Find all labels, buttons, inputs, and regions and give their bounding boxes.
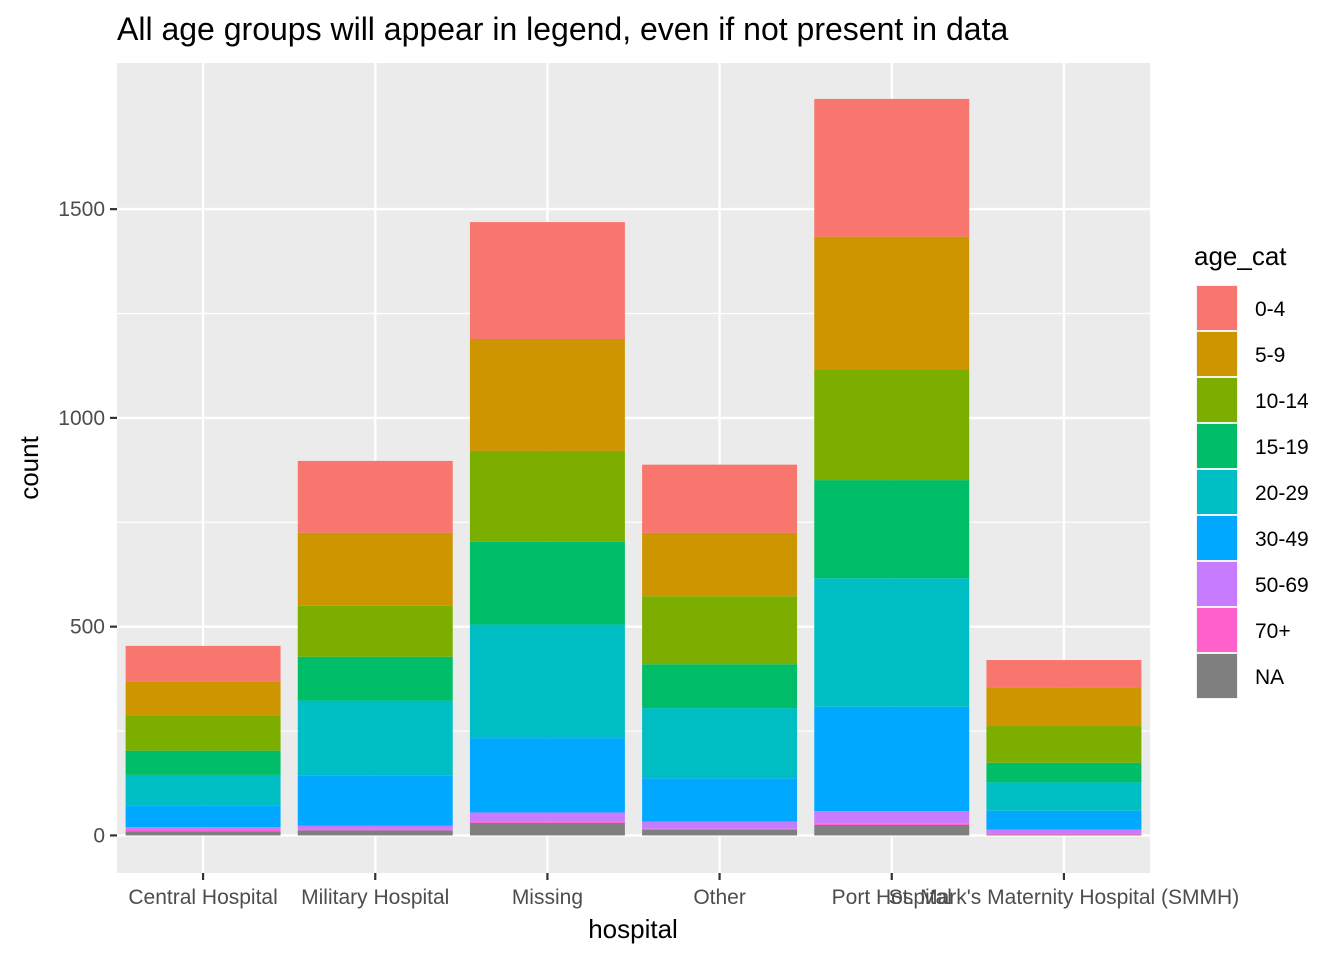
legend-label: 20-29 (1255, 482, 1309, 505)
bar-segment (814, 578, 970, 707)
bars (125, 98, 1142, 836)
bar-segment (469, 738, 625, 813)
legend-label: 0-4 (1255, 298, 1286, 321)
bar-segment (814, 480, 970, 579)
bar-segment (642, 829, 798, 836)
bar-segment (986, 762, 1142, 783)
bar-segment (986, 660, 1142, 688)
bar-segment (469, 222, 625, 339)
bar-segment (986, 833, 1142, 835)
y-tick-label: 1000 (58, 407, 105, 430)
x-tick-label: Central Hospital (128, 886, 277, 909)
bar-segment (642, 821, 798, 829)
grid-minor (117, 312, 1150, 732)
bar-segment (125, 831, 281, 836)
bar-segment (814, 706, 970, 812)
bar-segment (986, 834, 1142, 836)
legend-key (1197, 562, 1237, 606)
bar-segment (986, 726, 1142, 763)
bar-segment (297, 460, 453, 533)
bar-segment (469, 338, 625, 451)
legend-label: 15-19 (1255, 436, 1309, 459)
legend: age_cat 0-4 5-9 10-14 15-19 20-29 30-49 50-69 7… (1194, 241, 1309, 699)
legend-key (1197, 378, 1237, 422)
bar-segment (297, 825, 453, 830)
bar-segment (986, 687, 1142, 727)
legend-label: 10-14 (1255, 390, 1309, 413)
y-tick-label: 1500 (58, 198, 105, 221)
x-tick-label: St. Mark's Maternity Hospital (SMMH) (889, 886, 1240, 909)
y-axis: 0 500 1000 1500 (58, 198, 117, 847)
bar-segment (469, 821, 625, 823)
bar-segment (125, 827, 281, 830)
bar-segment (125, 750, 281, 775)
bar-segment (986, 829, 1142, 834)
bar-segment (814, 98, 970, 237)
bar-segment (814, 236, 970, 370)
bar-segment (642, 778, 798, 822)
legend-key (1197, 608, 1237, 652)
y-axis-title: count (14, 435, 44, 499)
bar-segment (125, 681, 281, 716)
legend-key (1197, 470, 1237, 514)
legend-label: NA (1255, 666, 1284, 689)
legend-title: age_cat (1194, 241, 1287, 271)
x-tick-label: Port Hospital (832, 886, 952, 909)
legend-key (1197, 654, 1237, 698)
bar-segment (469, 450, 625, 542)
legend-label: 5-9 (1255, 344, 1285, 367)
bar-segment (642, 464, 798, 533)
bar-segment (125, 805, 281, 828)
chart-title: All age groups will appear in legend, ev… (117, 11, 1008, 47)
bar-segment (986, 810, 1142, 830)
bar-segment (125, 715, 281, 751)
bar-segment (297, 605, 453, 657)
legend-key (1197, 332, 1237, 376)
bar-segment (469, 812, 625, 822)
y-tick-label: 500 (70, 616, 105, 639)
legend-label: 50-69 (1255, 574, 1309, 597)
x-axis: Central Hospital Military Hospital Missing… (128, 873, 1239, 909)
bar-segment (297, 656, 453, 701)
plot-panel (117, 63, 1150, 873)
bar-segment (986, 782, 1142, 811)
bar-segment (125, 645, 281, 682)
bar-segment (814, 369, 970, 481)
bar-segment (469, 822, 625, 836)
bar-segment (642, 664, 798, 709)
bar-segment (297, 829, 453, 831)
legend-key (1197, 424, 1237, 468)
bar-segment (297, 700, 453, 776)
legend-label: 70+ (1255, 620, 1291, 643)
bar-segment (642, 708, 798, 779)
legend-key (1197, 286, 1237, 330)
bar-segment (642, 532, 798, 597)
x-tick-label: Military Hospital (301, 886, 449, 909)
bar-segment (469, 541, 625, 625)
bar-segment (297, 830, 453, 836)
legend-key (1197, 516, 1237, 560)
bar-segment (297, 775, 453, 826)
bar-segment (469, 624, 625, 739)
bar-segment (297, 532, 453, 606)
bar-segment (642, 828, 798, 830)
x-tick-label: Other (693, 886, 746, 909)
bar-segment (125, 829, 281, 832)
bar-segment (125, 774, 281, 806)
y-tick-label: 0 (93, 824, 105, 847)
bar-segment (814, 824, 970, 836)
x-axis-title: hospital (588, 914, 678, 944)
bar-segment (814, 811, 970, 824)
bar-segment (814, 823, 970, 825)
x-tick-label: Missing (512, 886, 583, 909)
legend-label: 30-49 (1255, 528, 1309, 551)
bar-segment (642, 596, 798, 665)
